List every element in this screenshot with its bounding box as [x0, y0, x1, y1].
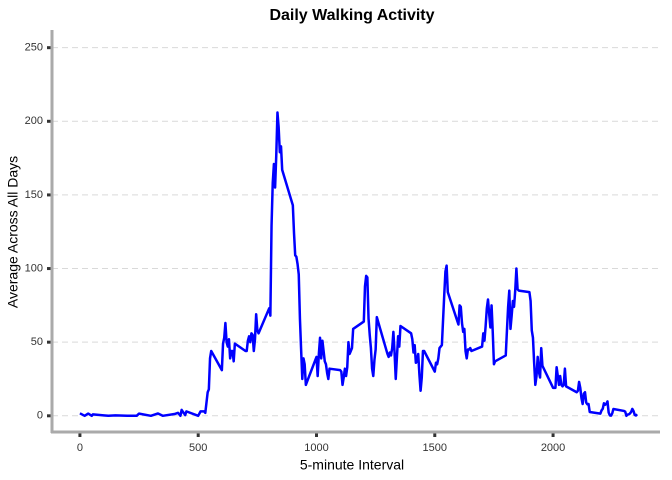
- y-tick-label: 50: [31, 336, 43, 348]
- x-tick-label: 1000: [304, 442, 328, 454]
- y-tick-label: 100: [25, 262, 43, 274]
- chart-title: Daily Walking Activity: [269, 7, 434, 24]
- y-tick-label: 250: [25, 42, 43, 54]
- y-tick-label: 200: [25, 115, 43, 127]
- y-tick-label: 0: [37, 410, 43, 422]
- x-tick-label: 0: [77, 442, 83, 454]
- x-tick-label: 1500: [423, 442, 447, 454]
- x-tick-label: 2000: [541, 442, 565, 454]
- x-axis-label: 5-minute Interval: [300, 457, 404, 473]
- y-axis-label: Average Across All Days: [5, 156, 21, 308]
- data-line: [79, 111, 638, 418]
- x-tick-label: 500: [189, 442, 207, 454]
- y-tick-label: 150: [25, 189, 43, 201]
